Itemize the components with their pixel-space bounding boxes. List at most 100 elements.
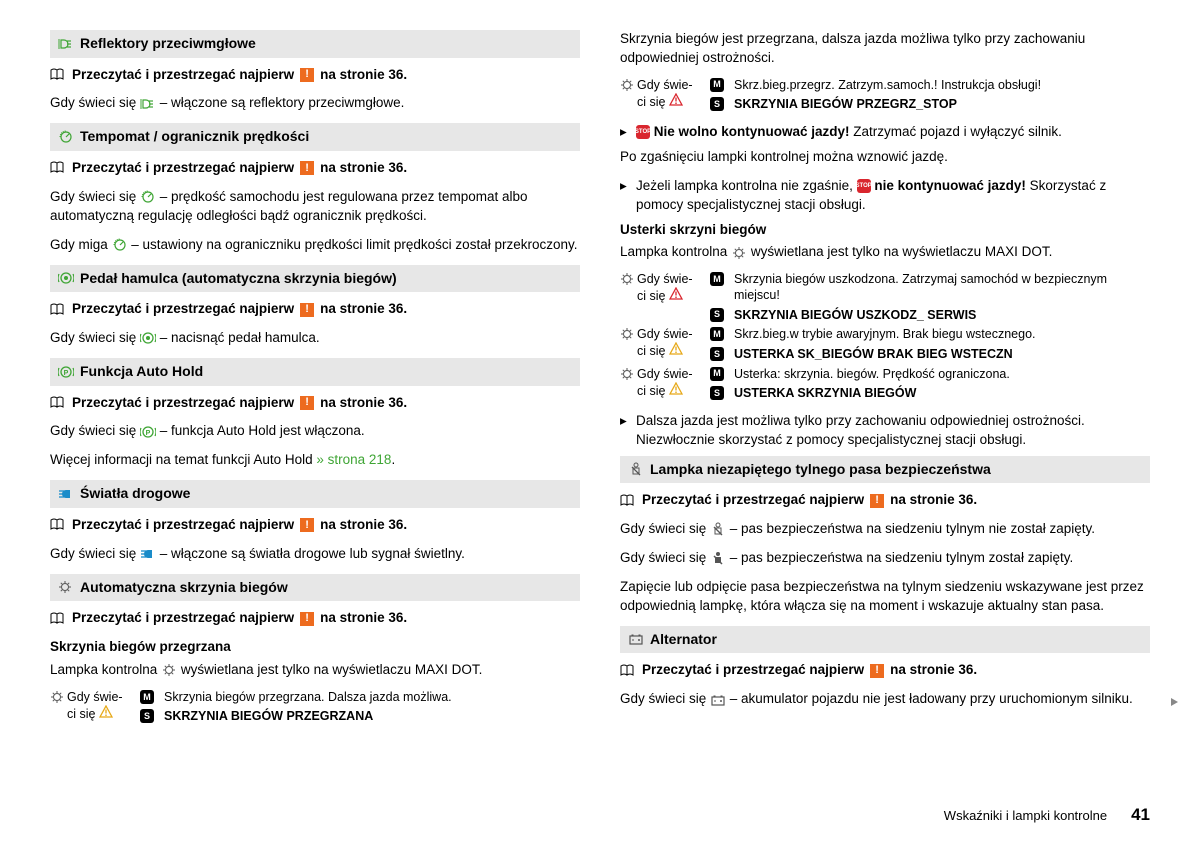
message-text: Skrz.bieg.w trybie awaryjnym. Brak biegu… — [734, 327, 1150, 343]
body-text: Gdy świeci się – pas bezpieczeństwa na s… — [620, 549, 1150, 568]
body-text: Zapięcie lub odpięcie pasa bezpieczeństw… — [620, 578, 1150, 616]
section-header-autohold: Funkcja Auto Hold — [50, 358, 580, 386]
section-title: Lampka niezapiętego tylnego pasa bezpiec… — [650, 460, 991, 480]
gear-icon — [731, 246, 747, 260]
page-footer: Wskaźniki i lampki kontrolne 41 — [944, 803, 1150, 827]
badge-s: S — [710, 386, 724, 400]
message-table: Gdy świe-ci się M Skrzynia biegów przegr… — [50, 690, 580, 725]
highbeam-icon — [140, 547, 156, 561]
bullet-arrow-icon: ▸ — [620, 123, 630, 142]
section-title: Pedał hamulca (automatyczna skrzynia bie… — [80, 269, 397, 289]
message-text: Usterka: skrzynia. biegów. Prędkość ogra… — [734, 367, 1150, 383]
section-title: Funkcja Auto Hold — [80, 362, 203, 382]
message-table: Gdy świe-ci się M Skrzynia biegów uszkod… — [620, 272, 1150, 401]
seatbelt-fastened-icon — [710, 551, 726, 565]
right-column: Skrzynia biegów jest przegrzana, dalsza … — [620, 30, 1150, 735]
gear-icon — [50, 690, 63, 703]
page-reference-link[interactable]: » strona 218 — [316, 452, 391, 467]
gear-icon — [161, 663, 177, 677]
message-text: USTERKA SKRZYNIA BIEGÓW — [734, 386, 1150, 402]
gear-icon — [620, 78, 633, 91]
body-text: Gdy świeci się – funkcja Auto Hold jest … — [50, 422, 580, 441]
book-icon — [620, 494, 636, 508]
gear-icon — [620, 272, 633, 285]
read-first-note: Przeczytać i przestrzegać najpierw ! na … — [50, 66, 580, 85]
bullet-arrow-icon: ▸ — [620, 412, 630, 450]
gear-icon — [620, 327, 633, 340]
bullet-item: ▸ STOP Nie wolno kontynuować jazdy! Zatr… — [620, 123, 1150, 142]
message-text: Skrz.bieg.przegrz. Zatrzym.samoch.! Inst… — [734, 78, 1150, 94]
section-header-cruise: Tempomat / ogranicznik prędkości — [50, 123, 580, 151]
body-text: Gdy świeci się – pas bezpieczeństwa na s… — [620, 520, 1150, 539]
section-header-brake-pedal: Pedał hamulca (automatyczna skrzynia bie… — [50, 265, 580, 293]
body-text: Skrzynia biegów jest przegrzana, dalsza … — [620, 30, 1150, 68]
page-number: 41 — [1131, 803, 1150, 827]
section-header-seatbelt: Lampka niezapiętego tylnego pasa bezpiec… — [620, 456, 1150, 484]
book-icon — [50, 612, 66, 626]
read-first-note: Przeczytać i przestrzegać najpierw ! na … — [50, 516, 580, 535]
gear-icon — [620, 367, 633, 380]
warning-icon: ! — [300, 518, 314, 532]
warning-triangle-icon — [669, 382, 683, 395]
bullet-arrow-icon: ▸ — [620, 177, 630, 215]
bullet-item: ▸ Dalsza jazda jest możliwa tylko przy z… — [620, 412, 1150, 450]
message-text: Skrzynia biegów uszkodzona. Zatrzymaj sa… — [734, 272, 1150, 303]
warning-triangle-icon — [99, 705, 113, 718]
warning-icon: ! — [300, 161, 314, 175]
body-text: Gdy miga – ustawiony na ograniczniku prę… — [50, 236, 580, 255]
cruise-icon — [140, 190, 156, 204]
book-icon — [50, 303, 66, 317]
section-title: Automatyczna skrzynia biegów — [80, 578, 288, 598]
message-table: Gdy świe-ci się M Skrz.bieg.przegrz. Zat… — [620, 78, 1150, 113]
body-text: Gdy świeci się – nacisnąć pedał hamulca. — [50, 329, 580, 348]
body-text: Po zgaśnięciu lampki kontrolnej można wz… — [620, 148, 1150, 167]
badge-m: M — [710, 367, 724, 381]
section-title: Reflektory przeciwmgłowe — [80, 34, 256, 54]
section-header-gearbox: Automatyczna skrzynia biegów — [50, 574, 580, 602]
autohold-icon — [58, 365, 74, 379]
book-icon — [50, 161, 66, 175]
warning-triangle-icon — [669, 342, 683, 355]
section-title: Światła drogowe — [80, 484, 190, 504]
body-text: Lampka kontrolna wyświetlana jest tylko … — [620, 243, 1150, 262]
highbeam-icon — [58, 487, 74, 501]
read-first-note: Przeczytać i przestrzegać najpierw ! na … — [50, 159, 580, 178]
warning-triangle-icon — [669, 287, 683, 300]
stop-icon: STOP — [857, 179, 871, 193]
cruise-icon — [58, 130, 74, 144]
badge-m: M — [710, 327, 724, 341]
section-title: Tempomat / ogranicznik prędkości — [80, 127, 309, 147]
message-text: USTERKA SK_BIEGÓW BRAK BIEG WSTECZN — [734, 347, 1150, 363]
message-text: SKRZYNIA BIEGÓW PRZEGRZANA — [164, 709, 580, 725]
warning-icon: ! — [300, 303, 314, 317]
body-text: Gdy świeci się – włączone są reflektory … — [50, 94, 580, 113]
badge-m: M — [710, 272, 724, 286]
book-icon — [50, 518, 66, 532]
brake-pedal-icon — [140, 331, 156, 345]
autohold-icon — [140, 425, 156, 439]
body-text: Lampka kontrolna wyświetlana jest tylko … — [50, 661, 580, 680]
subsection-title: Skrzynia biegów przegrzana — [50, 638, 580, 657]
warning-triangle-icon — [669, 93, 683, 106]
warning-icon: ! — [300, 68, 314, 82]
warning-icon: ! — [300, 612, 314, 626]
badge-s: S — [140, 709, 154, 723]
bullet-item: ▸ Jeżeli lampka kontrolna nie zgaśnie, S… — [620, 177, 1150, 215]
battery-icon — [710, 693, 726, 707]
chapter-title: Wskaźniki i lampki kontrolne — [944, 807, 1107, 825]
cruise-icon — [112, 238, 128, 252]
message-text: Skrzynia biegów przegrzana. Dalsza jazda… — [164, 690, 580, 706]
subsection-title: Usterki skrzyni biegów — [620, 221, 1150, 240]
fog-light-icon — [58, 37, 74, 51]
section-title: Alternator — [650, 630, 717, 650]
left-column: Reflektory przeciwmgłowe Przeczytać i pr… — [50, 30, 580, 735]
stop-icon: STOP — [636, 125, 650, 139]
warning-icon: ! — [870, 664, 884, 678]
read-first-note: Przeczytać i przestrzegać najpierw ! na … — [620, 491, 1150, 510]
brake-pedal-icon — [58, 271, 74, 285]
body-text: Więcej informacji na temat funkcji Auto … — [50, 451, 580, 470]
body-text: Gdy świeci się – włączone są światła dro… — [50, 545, 580, 564]
seatbelt-icon — [628, 462, 644, 476]
body-text: Gdy świeci się – akumulator pojazdu nie … — [620, 690, 1150, 709]
book-icon — [620, 664, 636, 678]
